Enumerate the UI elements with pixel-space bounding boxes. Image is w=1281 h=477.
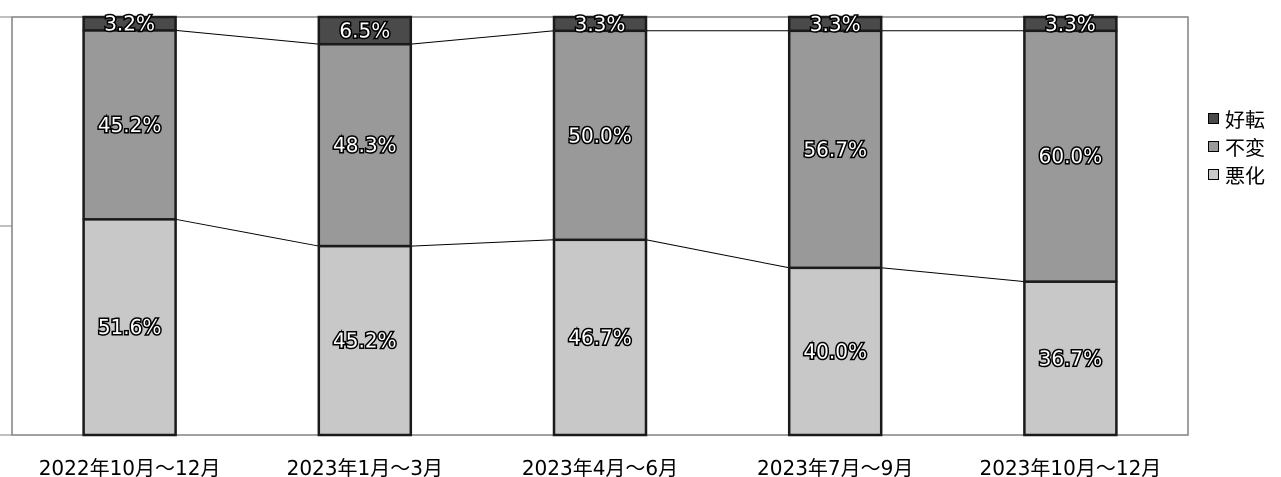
data-label: 56.7% [803,137,867,161]
legend-label-worse: 悪化 [1225,163,1265,188]
legend: 好転 不変 悪化 [1208,104,1265,188]
data-label: 45.2% [333,329,397,353]
legend-label-same: 不変 [1225,135,1265,160]
bar-segment [787,29,883,270]
x-tick-label: 2023年1月～3月 [287,456,443,477]
data-label: 46.7% [568,325,632,349]
legend-item-same: 不変 [1208,132,1265,160]
bar-segment [1023,29,1118,283]
data-label: 50.0% [568,123,632,147]
data-label: 36.7% [1039,346,1103,370]
data-label: 6.5% [339,19,390,43]
data-label: 3.3% [1045,12,1096,36]
bar-segment [1023,280,1118,437]
connector-line [645,239,790,269]
data-label: 40.0% [803,339,867,363]
bar-segment [787,15,883,33]
data-label: 48.3% [333,133,397,157]
bar-segment [552,29,648,242]
bar-segment [82,29,177,221]
bar-segment [317,15,413,46]
connector-line [410,30,555,45]
connector-line [410,239,555,247]
legend-swatch-worse [1208,168,1219,180]
data-label: 60.0% [1039,144,1103,168]
data-label: 3.3% [575,12,626,36]
bar-segment [1023,15,1118,33]
x-tick-label: 2022年10月～12月 [39,456,221,477]
legend-label-good: 好転 [1225,107,1265,132]
bar-segment [787,266,883,437]
bar-segment [552,238,648,437]
legend-swatch-good [1208,112,1219,124]
data-label: 3.3% [810,12,861,36]
data-label: 3.2% [104,12,155,36]
bar-segment [552,15,648,33]
x-tick-label: 2023年7月～9月 [757,456,913,477]
connector-line [881,267,1025,283]
data-label: 51.6% [98,315,162,339]
bar-segment [82,15,177,32]
x-tick-label: 2023年10月～12月 [980,456,1162,477]
x-tick-label: 2023年4月～6月 [522,456,678,477]
connector-line [175,29,319,45]
legend-swatch-same [1208,140,1219,152]
legend-item-worse: 悪化 [1208,160,1265,188]
connector-line [175,218,319,247]
legend-item-good: 好転 [1208,104,1265,132]
data-label: 45.2% [98,113,162,137]
